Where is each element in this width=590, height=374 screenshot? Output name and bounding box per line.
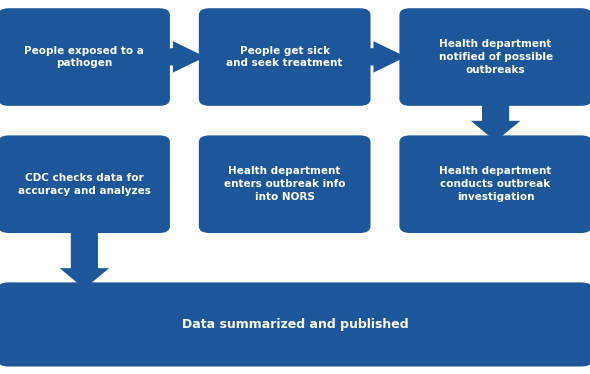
Text: Health department
notified of possible
outbreaks: Health department notified of possible o…: [438, 39, 553, 75]
Text: People get sick
and seek treatment: People get sick and seek treatment: [227, 46, 343, 68]
FancyBboxPatch shape: [0, 135, 170, 233]
Text: CDC checks data for
accuracy and analyzes: CDC checks data for accuracy and analyze…: [18, 173, 150, 196]
Polygon shape: [60, 226, 109, 289]
Text: People exposed to a
pathogen: People exposed to a pathogen: [24, 46, 144, 68]
Polygon shape: [364, 41, 406, 73]
FancyBboxPatch shape: [0, 8, 170, 106]
FancyBboxPatch shape: [199, 135, 371, 233]
FancyBboxPatch shape: [399, 8, 590, 106]
FancyBboxPatch shape: [199, 8, 371, 106]
Text: Data summarized and published: Data summarized and published: [182, 318, 408, 331]
Polygon shape: [205, 169, 364, 200]
Text: Health department
conducts outbreak
investigation: Health department conducts outbreak inve…: [440, 166, 552, 202]
Text: Health department
enters outbreak info
into NORS: Health department enters outbreak info i…: [224, 166, 345, 202]
Polygon shape: [4, 169, 164, 200]
FancyBboxPatch shape: [0, 282, 590, 367]
Polygon shape: [471, 99, 520, 141]
FancyBboxPatch shape: [399, 135, 590, 233]
Polygon shape: [162, 41, 205, 73]
